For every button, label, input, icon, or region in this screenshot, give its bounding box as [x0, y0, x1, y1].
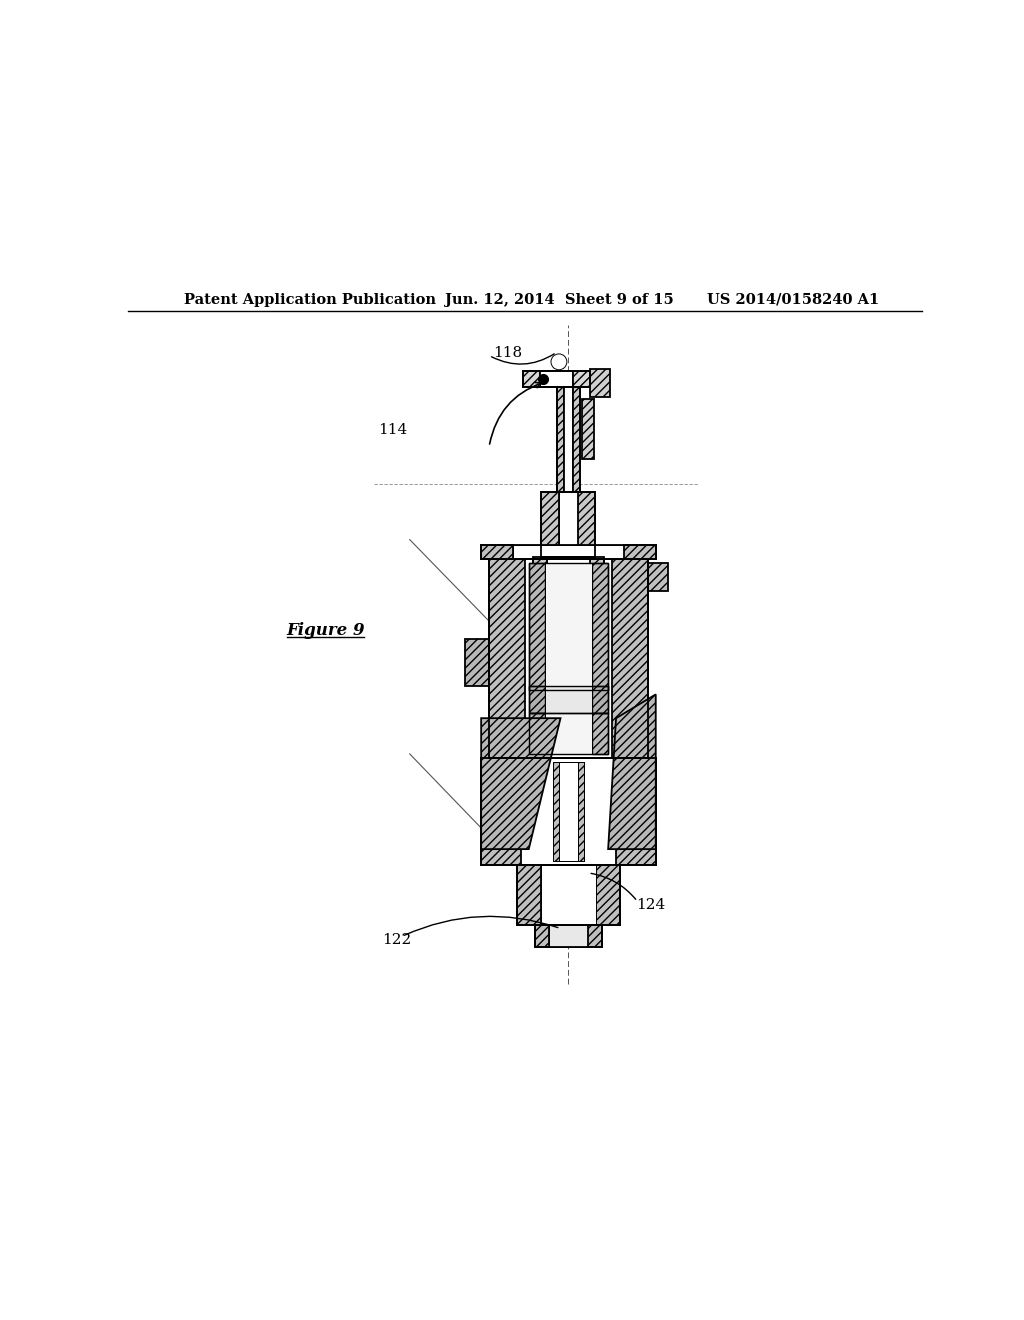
Text: 114: 114 — [378, 424, 408, 437]
Bar — [557, 387, 580, 492]
Polygon shape — [481, 718, 560, 849]
Bar — [481, 758, 655, 865]
Text: 124: 124 — [636, 898, 666, 912]
Text: Jun. 12, 2014  Sheet 9 of 15: Jun. 12, 2014 Sheet 9 of 15 — [445, 293, 674, 308]
Bar — [545, 713, 592, 754]
Text: 118: 118 — [494, 346, 522, 360]
Bar — [592, 564, 608, 690]
Bar — [590, 368, 610, 396]
Bar — [528, 564, 545, 690]
Text: Figure 9: Figure 9 — [287, 623, 366, 639]
Bar — [523, 371, 590, 387]
Text: 122: 122 — [382, 933, 412, 948]
Bar — [559, 492, 579, 557]
Bar — [596, 865, 621, 924]
Bar — [612, 560, 648, 758]
Bar — [532, 557, 547, 569]
Bar — [579, 492, 595, 557]
Bar — [592, 686, 608, 713]
Bar — [588, 924, 602, 946]
Bar — [465, 639, 489, 686]
Bar — [553, 762, 585, 861]
Bar — [549, 924, 588, 946]
Bar — [513, 545, 625, 560]
Bar — [521, 758, 616, 865]
Bar — [553, 762, 559, 861]
Bar — [542, 492, 595, 557]
Bar — [489, 560, 648, 758]
Bar — [592, 713, 608, 754]
Bar — [528, 686, 545, 713]
Bar — [545, 686, 592, 713]
Bar — [535, 924, 602, 946]
Bar — [517, 865, 541, 924]
Polygon shape — [608, 694, 655, 849]
Bar — [563, 387, 573, 492]
Bar — [481, 758, 521, 865]
Bar — [542, 492, 559, 557]
Bar — [528, 686, 608, 713]
Bar — [625, 545, 655, 560]
Bar — [616, 758, 655, 865]
Bar — [557, 387, 563, 492]
Bar — [528, 713, 545, 754]
Bar — [528, 713, 608, 754]
Bar — [541, 865, 596, 924]
Bar — [648, 564, 668, 591]
Bar — [583, 399, 594, 458]
Bar — [532, 557, 604, 569]
Bar — [559, 762, 578, 861]
Bar — [481, 545, 655, 560]
Bar — [578, 762, 585, 861]
Bar — [545, 564, 592, 690]
Bar — [523, 371, 541, 387]
Text: Patent Application Publication: Patent Application Publication — [183, 293, 435, 308]
Bar — [547, 557, 590, 569]
Bar — [517, 865, 621, 924]
Bar — [590, 557, 604, 569]
Bar — [573, 387, 580, 492]
Bar — [481, 545, 513, 560]
Text: US 2014/0158240 A1: US 2014/0158240 A1 — [708, 293, 880, 308]
Bar — [535, 924, 549, 946]
Bar — [528, 564, 608, 690]
Bar — [572, 371, 590, 387]
Bar — [525, 560, 612, 758]
Bar — [541, 371, 572, 387]
Bar — [489, 560, 525, 758]
